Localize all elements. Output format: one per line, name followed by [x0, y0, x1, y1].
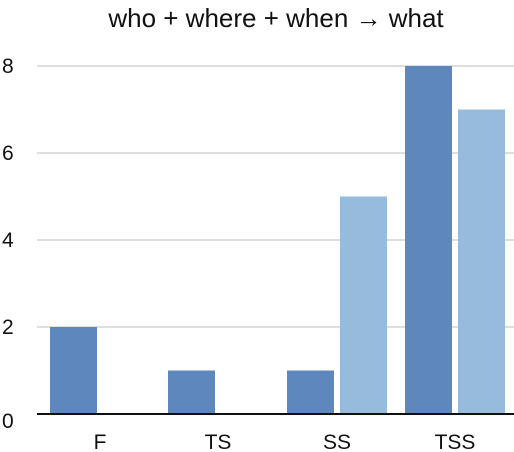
y-tick-label-4: 4: [2, 229, 14, 252]
y-tick-label-8: 8: [2, 55, 14, 78]
x-tick-labels: F TS SS TSS: [94, 431, 476, 452]
x-tick-label-f: F: [94, 431, 107, 452]
bar-tss-series-1: [405, 66, 452, 414]
bar-f-series-1: [50, 327, 97, 414]
y-tick-labels: 0 2 4 6 8: [2, 55, 14, 433]
y-tick-label-0: 0: [2, 410, 14, 433]
x-tick-label-ss: SS: [323, 431, 351, 452]
y-tick-label-2: 2: [2, 316, 14, 339]
x-tick-label-tss: TSS: [435, 431, 476, 452]
bars: [50, 66, 505, 414]
bar-ts-series-1: [168, 370, 215, 414]
bar-tss-series-2: [458, 109, 505, 414]
bar-ss-series-1: [287, 370, 334, 414]
x-tick-label-ts: TS: [205, 431, 232, 452]
bar-ss-series-2: [340, 196, 387, 414]
chart-title: who + where + when → what: [107, 3, 444, 33]
y-tick-label-6: 6: [2, 142, 14, 165]
